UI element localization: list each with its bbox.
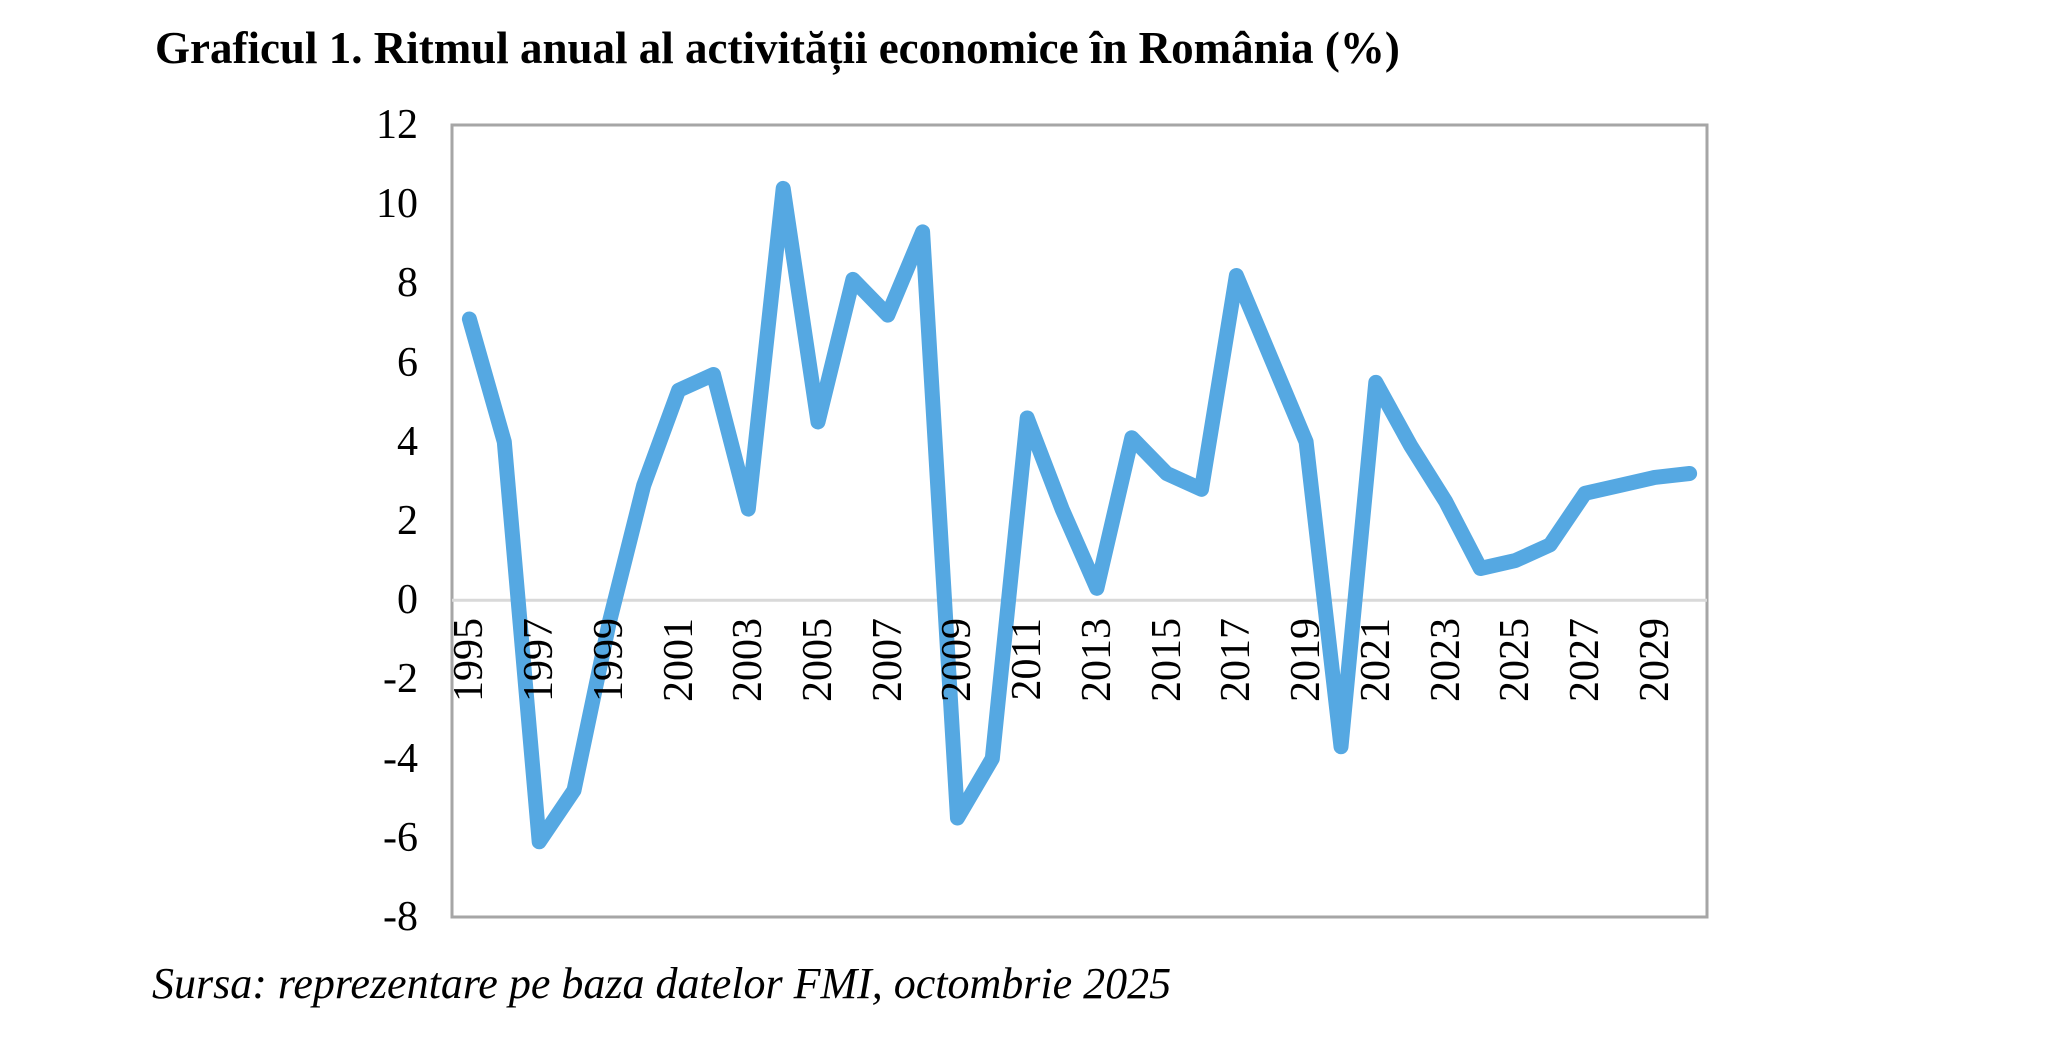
x-tick-label: 2005 xyxy=(795,618,842,703)
x-tick-label: 2019 xyxy=(1283,618,1330,703)
economic-activity-line xyxy=(461,180,1698,850)
y-tick-label: 8 xyxy=(397,260,418,307)
y-tick-label: 12 xyxy=(376,102,418,148)
y-tick-label: 4 xyxy=(397,418,418,465)
source-note: Sursa: reprezentare pe baza datelor FMI,… xyxy=(152,959,1172,1008)
x-tick-label: 1999 xyxy=(585,618,632,703)
x-tick-label: 1997 xyxy=(516,618,563,703)
x-tick-label: 2003 xyxy=(725,618,772,703)
plot-border xyxy=(450,123,1709,919)
y-tick-label: -4 xyxy=(383,735,418,782)
x-tick-label: 2025 xyxy=(1492,618,1539,703)
y-tick-label: 2 xyxy=(397,498,418,544)
x-tick-label: 2023 xyxy=(1422,618,1469,703)
x-tick-label: 2007 xyxy=(864,618,911,703)
x-tick-label: 2001 xyxy=(655,618,702,703)
x-tick-label: 2009 xyxy=(934,618,981,703)
x-tick-label: 2013 xyxy=(1073,618,1120,703)
x-tick-label: 2011 xyxy=(1004,618,1051,701)
x-tick-label: 2029 xyxy=(1631,618,1678,703)
y-tick-label: -2 xyxy=(383,656,418,703)
x-tick-label: 2021 xyxy=(1352,618,1399,703)
x-tick-label: 2015 xyxy=(1143,618,1190,703)
y-tick-label: -8 xyxy=(383,894,418,940)
y-tick-label: 6 xyxy=(397,339,418,386)
chart-title: Graficul 1. Ritmul anual al activității … xyxy=(155,23,1400,73)
x-tick-label: 1995 xyxy=(446,618,493,703)
x-tick-label: 2027 xyxy=(1561,618,1608,703)
y-tick-label: 10 xyxy=(376,181,418,228)
y-tick-label: 0 xyxy=(397,577,418,624)
y-tick-label: -6 xyxy=(383,814,418,861)
x-tick-label: 2017 xyxy=(1213,618,1260,703)
